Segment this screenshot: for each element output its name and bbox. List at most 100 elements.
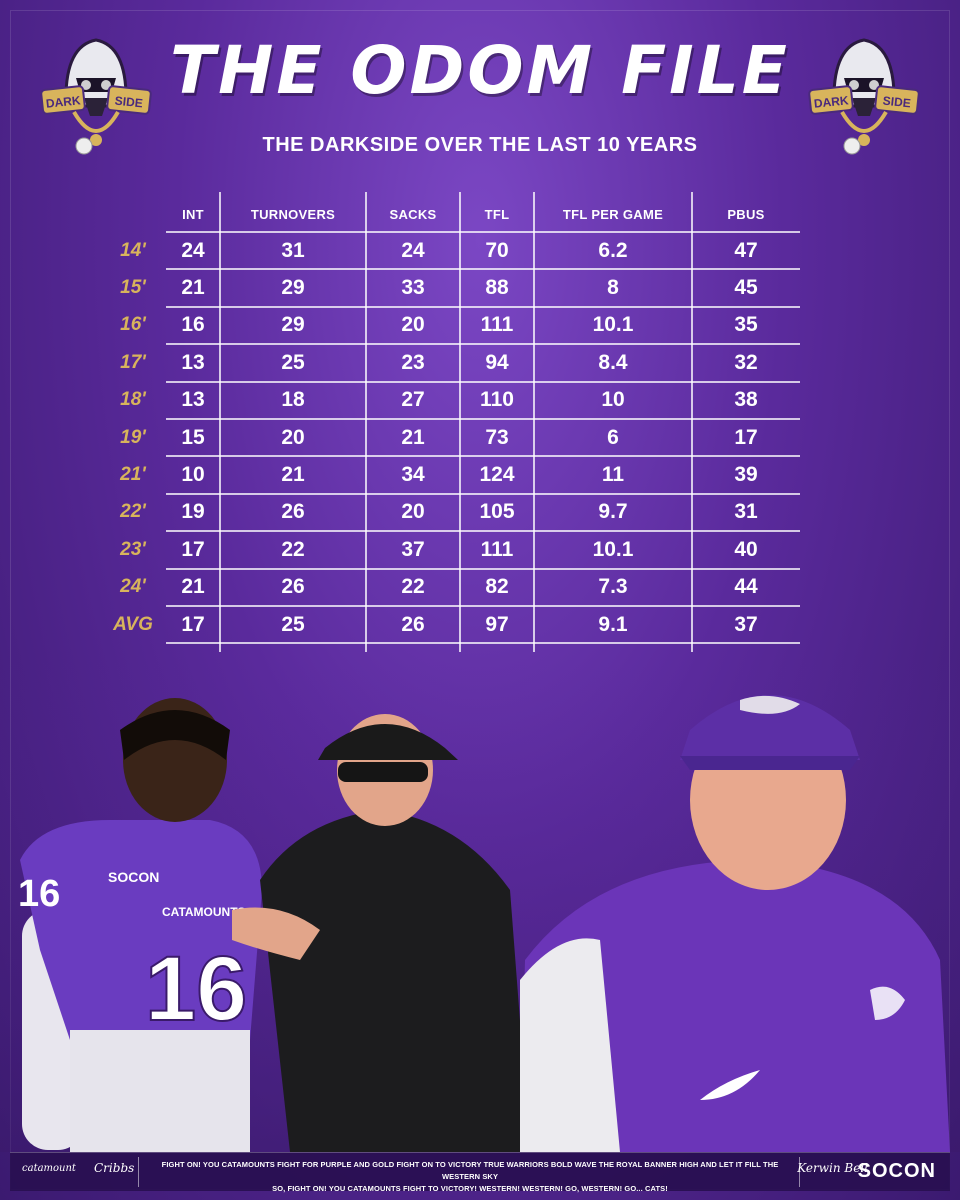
table-cell: 82 [485, 575, 509, 599]
row-year: 23' [120, 538, 146, 560]
fight-song: FIGHT ON! YOU CATAMOUNTS FIGHT FOR PURPL… [150, 1159, 790, 1195]
table-cell: 15 [181, 425, 205, 449]
table-cell: 23 [401, 350, 425, 374]
table-cell: 22 [281, 537, 305, 561]
row-year: 22' [120, 501, 146, 523]
table-cell: 35 [734, 313, 758, 337]
designer-signature: Cribbs [94, 1161, 135, 1175]
table-cell: 17 [181, 537, 205, 561]
table-cell: 17 [734, 425, 758, 449]
table-cell: 47 [734, 238, 758, 262]
table-cell: 38 [734, 388, 758, 412]
table-cell: 13 [181, 350, 205, 374]
table-cell: 29 [281, 313, 305, 337]
nike-swoosh-icon [700, 1070, 760, 1100]
table-cell: 40 [734, 537, 758, 561]
conference-logo: SOCON [857, 1160, 936, 1182]
table-cell: 21 [181, 575, 205, 599]
table-cell: 32 [734, 350, 758, 374]
row-year: 16' [120, 314, 146, 336]
column-header: INT [182, 206, 204, 222]
table-cell: 105 [479, 500, 515, 524]
fight-song-line-1: FIGHT ON! YOU CATAMOUNTS FIGHT FOR PURPL… [161, 1160, 779, 1181]
table-cell: 45 [734, 276, 758, 300]
table-column-divider [219, 192, 221, 652]
table-cell: 110 [480, 388, 514, 412]
jersey-brand: SOCON [108, 869, 159, 885]
column-header: SACKS [389, 206, 437, 222]
table-cell: 21 [401, 425, 425, 449]
logo-text-side-right: SIDE [882, 94, 911, 111]
darkside-helmet-logo: DARK SIDE [40, 38, 152, 155]
fight-song-line-2: SO, FIGHT ON! YOU CATAMOUNTS FIGHT TO VI… [272, 1184, 668, 1193]
table-cell: 26 [281, 500, 305, 524]
table-cell: 8 [607, 276, 619, 300]
jersey-team: CATAMOUNTS [162, 905, 246, 919]
table-row-divider [166, 343, 800, 346]
table-cell: 27 [401, 388, 425, 412]
table-row-divider [166, 642, 800, 645]
logo-text-dark: DARK [45, 93, 81, 111]
table-row-divider [166, 380, 800, 383]
table-cell: 34 [401, 463, 425, 487]
table-cell: 11 [601, 463, 625, 487]
row-year: 14' [120, 239, 146, 261]
table-cell: 22 [401, 575, 425, 599]
footer-divider [138, 1157, 139, 1187]
table-column-divider [533, 192, 535, 652]
coach-odom-figure [520, 695, 950, 1152]
table-cell: 39 [734, 463, 758, 487]
footer-bar: catamount Cribbs FIGHT ON! YOU CATAMOUNT… [10, 1152, 950, 1193]
table-cell: 33 [401, 276, 425, 300]
table-row-divider [166, 605, 800, 607]
column-header: TURNOVERS [250, 206, 336, 222]
table-cell: 24 [401, 238, 425, 262]
table-row-divider [166, 530, 800, 533]
column-header: TFL PER GAME [562, 206, 664, 222]
footer-divider-right [799, 1157, 800, 1187]
jersey-number: 16 [145, 938, 247, 1040]
table-cell: 10 [601, 388, 625, 412]
table-cell: 31 [281, 238, 305, 262]
coach-middle-figure [232, 714, 530, 1152]
table-row-divider [166, 492, 800, 495]
table-cell: 37 [734, 612, 758, 636]
table-column-divider [365, 192, 367, 652]
table-cell: 21 [181, 276, 205, 300]
table-cell: 10.1 [592, 313, 634, 337]
table-cell: 70 [485, 238, 509, 262]
coach-signature: Kerwin Bell [797, 1161, 868, 1175]
table-cell: 7.3 [598, 575, 628, 599]
table-row-divider [166, 455, 800, 458]
page-title: THE ODOM FILE [170, 32, 790, 109]
table-cell: 9.1 [598, 612, 628, 636]
table-cell: 97 [485, 612, 509, 636]
table-column-divider [459, 192, 461, 652]
table-row-divider [166, 418, 800, 420]
table-cell: 16 [181, 313, 205, 337]
row-year: 24' [120, 576, 146, 598]
logo-text-dark-right: DARK [813, 93, 849, 111]
table-cell: 17 [181, 612, 205, 636]
logo-text-side: SIDE [114, 94, 143, 111]
table-column-divider [691, 192, 693, 652]
table-cell: 20 [281, 425, 305, 449]
table-cell: 26 [401, 612, 425, 636]
table-cell: 44 [734, 575, 758, 599]
row-year: 15' [120, 277, 146, 299]
table-row-divider [166, 231, 800, 233]
table-cell: 124 [479, 463, 515, 487]
row-year: 17' [120, 351, 146, 373]
row-year: 19' [120, 426, 146, 448]
table-cell: 73 [485, 425, 509, 449]
table-cell: 26 [281, 575, 305, 599]
page-subtitle: THE DARKSIDE OVER THE LAST 10 YEARS [262, 134, 698, 156]
table-cell: 111 [480, 537, 514, 561]
table-cell: 8.4 [598, 350, 628, 374]
table-row-divider [166, 268, 800, 271]
table-cell: 19 [181, 500, 205, 524]
table-cell: 10 [181, 463, 205, 487]
row-year: AVG [113, 613, 153, 635]
table-cell: 6 [607, 425, 619, 449]
